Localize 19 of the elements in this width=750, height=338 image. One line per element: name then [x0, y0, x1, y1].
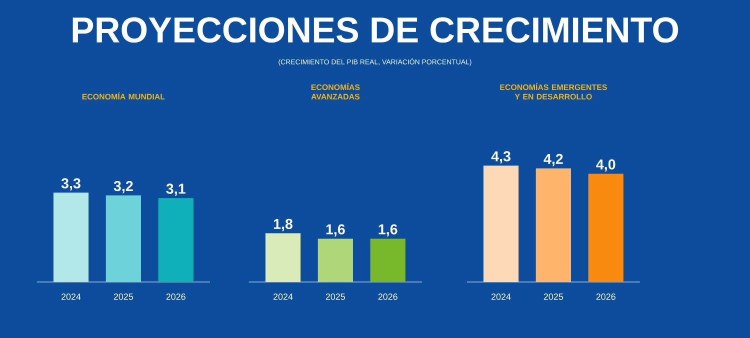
data-label: 1,6: [326, 224, 345, 236]
x-tick-label: 2026: [166, 294, 186, 300]
x-tick-label: 2024: [491, 294, 511, 300]
data-label: 3,3: [61, 178, 80, 190]
x-tick-label: 2026: [596, 294, 616, 300]
x-tick-label: 2026: [378, 294, 398, 300]
data-label: 1,8: [274, 218, 293, 232]
x-tick-label: 2025: [114, 294, 134, 300]
data-label: 3,1: [166, 184, 186, 196]
data-label: 4,0: [596, 159, 616, 172]
data-label: 3,2: [114, 180, 133, 194]
x-tick-label: 2025: [544, 294, 564, 300]
data-label: 4,2: [544, 154, 563, 166]
text: PROYECCIONES DE CRECIMIENTO: [72, 17, 678, 43]
x-tick-label: 2024: [61, 294, 81, 300]
x-tick-label: 2025: [326, 294, 346, 300]
data-label: 4,3: [491, 151, 510, 164]
x-tick-label: 2024: [273, 294, 293, 300]
data-label: 1,6: [378, 224, 398, 236]
